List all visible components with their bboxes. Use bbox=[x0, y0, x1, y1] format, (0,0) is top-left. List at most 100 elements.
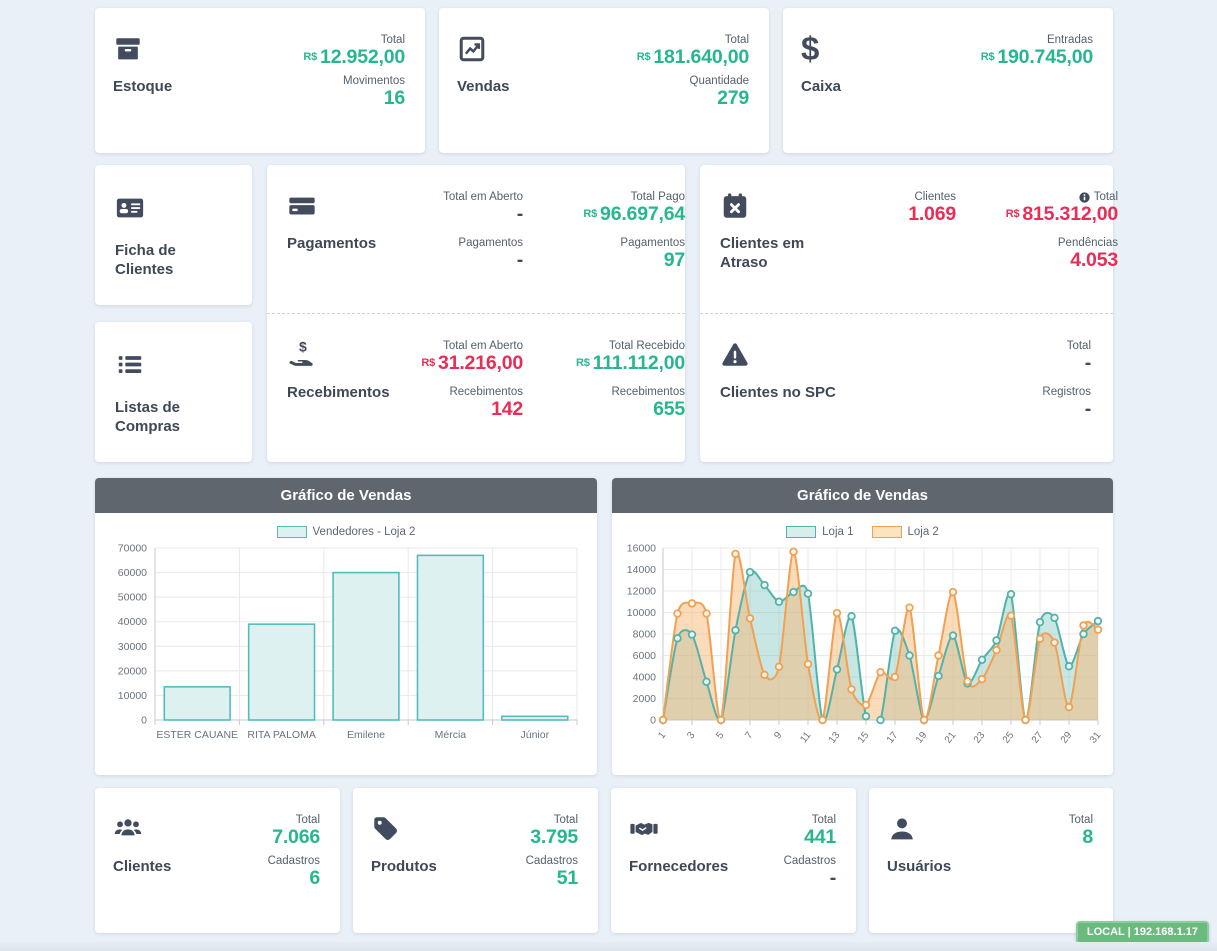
stat-label: Clientes bbox=[914, 191, 956, 203]
stat-value: 279 bbox=[717, 87, 749, 109]
svg-text:40000: 40000 bbox=[118, 616, 147, 628]
chart-line-icon bbox=[457, 34, 487, 64]
card-title: Listas de Compras bbox=[115, 399, 181, 435]
stat-number: - bbox=[516, 249, 524, 272]
svg-text:15: 15 bbox=[856, 730, 872, 746]
dollar-icon: $ bbox=[801, 30, 820, 67]
stat-number: 279 bbox=[717, 87, 749, 110]
card-fornecedores[interactable]: Fornecedores Total 441 Cadastros - bbox=[611, 788, 856, 933]
stat-label: Total bbox=[811, 814, 836, 826]
svg-text:16000: 16000 bbox=[627, 543, 656, 555]
legend-item[interactable]: Loja 1 bbox=[786, 526, 854, 538]
stat: Total 441 bbox=[804, 814, 836, 848]
stat-label: Pendências bbox=[1057, 237, 1118, 250]
card-ficha-de-clientes[interactable]: Ficha de Clientes bbox=[95, 165, 252, 305]
section-recebimentos[interactable]: $ Recebimentos Total em Aberto R$ 31.216,… bbox=[267, 314, 685, 462]
stat-value: 4.053 bbox=[1070, 249, 1118, 271]
stat-value: 7.066 bbox=[272, 826, 320, 848]
chart-title: Gráfico de Vendas bbox=[95, 478, 597, 513]
stat-number: - bbox=[1084, 352, 1092, 374]
stat: Registros - bbox=[1042, 386, 1091, 420]
stat: Total 7.066 bbox=[272, 814, 320, 848]
stat-label: Entradas bbox=[1046, 34, 1093, 46]
legend-item[interactable]: Vendedores - Loja 2 bbox=[276, 526, 415, 538]
card-title: Fornecedores bbox=[629, 858, 729, 875]
svg-text:31: 31 bbox=[1088, 730, 1104, 746]
stat: Quantidade 279 bbox=[689, 75, 750, 109]
stat-label: Cadastros bbox=[267, 855, 320, 868]
card-clientes[interactable]: Clientes Total 7.066 Cadastros 6 bbox=[95, 788, 340, 933]
stat-number: 8 bbox=[1082, 826, 1093, 848]
card-listas-de-compras[interactable]: Listas de Compras bbox=[95, 322, 252, 462]
sales-bar-chart-card: Gráfico de Vendas Vendedores - Loja 2 0 1… bbox=[95, 478, 597, 775]
stat-value: 655 bbox=[653, 398, 685, 420]
stat-label: Total em Aberto bbox=[443, 340, 523, 352]
card-estoque[interactable]: Estoque Total R$ 12.952,00 Movimentos 16 bbox=[95, 8, 425, 153]
svg-text:17: 17 bbox=[885, 730, 901, 746]
card-produtos[interactable]: Produtos Total 3.795 Cadastros 51 bbox=[353, 788, 598, 933]
stat: Total Pago R$ 96.697,64 bbox=[583, 191, 685, 225]
stat-value: R$ 96.697,64 bbox=[583, 203, 685, 225]
stat: Total 8 bbox=[1069, 814, 1093, 848]
stat-value: 8 bbox=[1082, 826, 1093, 848]
card-vendas[interactable]: Vendas Total R$ 181.640,00 Quantidade 279 bbox=[439, 8, 769, 153]
id-card-icon bbox=[115, 193, 145, 223]
legend-swatch bbox=[786, 526, 817, 538]
stat: Total R$ 12.952,00 bbox=[303, 34, 405, 68]
stat: Pendências 4.053 bbox=[1058, 237, 1118, 271]
svg-text:21: 21 bbox=[943, 730, 959, 746]
svg-text:11: 11 bbox=[798, 730, 813, 745]
svg-text:12000: 12000 bbox=[627, 586, 656, 598]
stat-label: Quantidade bbox=[689, 75, 749, 88]
stat-label: Total Recebido bbox=[608, 340, 685, 352]
stat: Pagamentos - bbox=[458, 237, 523, 271]
stat-label: Total bbox=[553, 814, 578, 826]
stat: Recebimentos 142 bbox=[449, 386, 523, 420]
svg-text:Mércia: Mércia bbox=[435, 729, 467, 741]
stat-label: Total bbox=[1066, 340, 1091, 352]
card-title: Ficha de Clientes bbox=[115, 242, 176, 278]
card-caixa[interactable]: $ Caixa Entradas R$ 190.745,00 bbox=[783, 8, 1113, 153]
stat: Total R$ 815.312,00 bbox=[1006, 191, 1118, 225]
calendar-x-icon bbox=[720, 191, 750, 221]
card-usuarios[interactable]: Usuários Total 8 bbox=[869, 788, 1113, 933]
stat-value: R$ 181.640,00 bbox=[637, 46, 749, 68]
stat-label: Pagamentos bbox=[620, 237, 685, 250]
svg-text:6000: 6000 bbox=[633, 650, 657, 662]
currency-prefix: R$ bbox=[980, 51, 995, 63]
card-title: Produtos bbox=[371, 858, 437, 875]
svg-text:8000: 8000 bbox=[633, 629, 657, 641]
stat-value: - bbox=[1085, 398, 1092, 420]
legend-item[interactable]: Loja 2 bbox=[871, 526, 939, 538]
legend-label: Loja 1 bbox=[822, 526, 854, 538]
credit-card-icon bbox=[287, 191, 317, 221]
stat-number: - bbox=[829, 867, 837, 890]
users-icon bbox=[113, 814, 143, 844]
card-title: Clientes bbox=[113, 858, 172, 875]
stat-value: R$ 815.312,00 bbox=[1006, 203, 1118, 225]
stat-label: Recebimentos bbox=[611, 386, 685, 399]
section-clientes-no-spc[interactable]: Clientes no SPC Total - Registros - bbox=[700, 314, 1113, 462]
section-pagamentos[interactable]: Pagamentos Total em Aberto - Pagamentos … bbox=[267, 165, 685, 314]
card-title: Usuários bbox=[887, 858, 952, 875]
svg-text:0: 0 bbox=[141, 715, 147, 727]
currency-prefix: R$ bbox=[303, 51, 318, 63]
stat: Cadastros 51 bbox=[526, 855, 579, 889]
svg-text:Júnior: Júnior bbox=[520, 729, 549, 741]
svg-text:5: 5 bbox=[714, 730, 726, 742]
stat-number: 655 bbox=[653, 398, 685, 421]
stat-label: Pagamentos bbox=[458, 237, 523, 250]
svg-text:0: 0 bbox=[650, 715, 656, 727]
chart-legend: Loja 1 Loja 2 bbox=[612, 513, 1113, 538]
user-icon bbox=[887, 814, 917, 844]
svg-text:25: 25 bbox=[1001, 730, 1017, 746]
stat-value: 16 bbox=[384, 87, 405, 109]
svg-text:Emilene: Emilene bbox=[347, 729, 385, 741]
stat-number: 111.112,00 bbox=[592, 352, 686, 374]
stat: Total R$ 181.640,00 bbox=[637, 34, 749, 68]
stat-value: - bbox=[516, 249, 524, 272]
stat: Recebimentos 655 bbox=[611, 386, 685, 420]
section-clientes-em-atraso[interactable]: Clientes em Atraso Clientes 1.069 Total … bbox=[700, 165, 1118, 314]
stat: Cadastros - bbox=[784, 855, 837, 890]
stat-value: - bbox=[829, 867, 837, 890]
